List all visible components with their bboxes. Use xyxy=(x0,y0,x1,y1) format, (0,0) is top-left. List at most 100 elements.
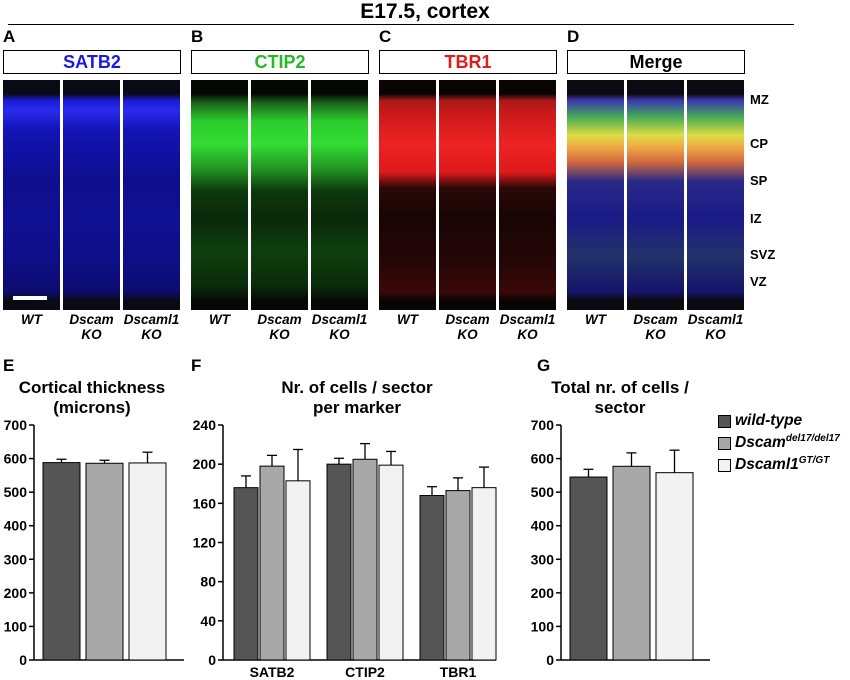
chart-f-y-tick-label: 80 xyxy=(200,574,216,590)
chart-g-y-tick-label: 300 xyxy=(531,551,555,567)
micrograph-blue-3 xyxy=(123,80,180,310)
legend-swatch-dscaml1 xyxy=(718,458,731,472)
genotype-label-line2: KO xyxy=(269,327,290,342)
genotype-label-line2: KO xyxy=(645,327,666,342)
chart-g-y-tick-label: 600 xyxy=(531,451,555,467)
chart-e-y-tick-label: 300 xyxy=(4,551,28,567)
genotype-label-line2: KO xyxy=(329,327,350,342)
genotype-label: WT xyxy=(377,312,439,327)
micrograph-merge-3 xyxy=(687,80,744,310)
header-satb2: SATB2 xyxy=(3,50,181,74)
panel-letter-g: G xyxy=(537,356,551,375)
chart-g-y-tick-label: 700 xyxy=(531,417,555,433)
chart-g-title-line2: sector xyxy=(594,398,646,417)
chart-f-bar xyxy=(419,495,445,661)
chart-e-bar xyxy=(128,462,167,661)
legend-swatch-wild-type xyxy=(718,414,731,428)
chart-f-bar xyxy=(233,487,259,661)
zone-label-iz: IZ xyxy=(750,211,762,226)
chart-f-category-label: TBR1 xyxy=(440,664,477,680)
legend-label-dscaml1: Dscaml1GT/GT xyxy=(735,455,830,474)
zone-label-vz: VZ xyxy=(750,274,767,289)
legend-swatch-dscam xyxy=(718,436,731,450)
micrograph-red-2 xyxy=(439,80,496,310)
chart-f-bar xyxy=(259,465,285,661)
panel-letter-e: E xyxy=(3,356,15,375)
legend-label-dscam: Dscamdel17/del17 xyxy=(735,433,840,452)
genotype-label-line1: WT xyxy=(209,312,230,327)
chart-f-bar xyxy=(378,464,404,661)
chart-g-y-tick-label: 500 xyxy=(531,484,555,500)
figure-title: E17.5, cortex xyxy=(360,0,490,23)
zone-label-sp: SP xyxy=(750,173,768,188)
genotype-label-line2: KO xyxy=(141,327,162,342)
genotype-label: WT xyxy=(565,312,627,327)
zone-label-mz: MZ xyxy=(750,92,769,107)
panel-letter-c: C xyxy=(379,27,392,46)
chart-e-y-tick-label: 100 xyxy=(4,618,28,634)
header-tbr1: TBR1 xyxy=(379,50,557,74)
chart-f-title-line1: Nr. of cells / sector xyxy=(281,378,433,397)
chart-g-y-tick-label: 0 xyxy=(546,652,554,668)
genotype-label-line1: Dscam xyxy=(69,312,114,327)
legend-label-wild-type: wild-type xyxy=(735,412,803,429)
genotype-label-line1: WT xyxy=(21,312,42,327)
chart-f-bar xyxy=(285,480,311,661)
chart-g-y-tick-label: 400 xyxy=(531,518,555,534)
zone-label-svz: SVZ xyxy=(750,247,776,262)
micrograph-blue-2 xyxy=(63,80,120,310)
genotype-label-line1: Dscam xyxy=(257,312,302,327)
chart-e-bar xyxy=(85,462,124,661)
chart-e-title-line1: Cortical thickness xyxy=(18,378,166,397)
chart-f-y-tick-label: 200 xyxy=(193,456,217,472)
scale-bar xyxy=(13,296,47,300)
genotype-label: WT xyxy=(1,312,63,327)
genotype-label: Dscaml1 KO xyxy=(121,312,183,342)
chart-e-y-tick-label: 0 xyxy=(19,652,27,668)
genotype-label-line2: KO xyxy=(457,327,478,342)
panel-letter-b: B xyxy=(191,27,204,46)
genotype-label-line1: Dscam xyxy=(633,312,678,327)
zone-label-cp: CP xyxy=(750,136,769,151)
chart-f-title-line2: per marker xyxy=(313,398,401,417)
title-divider xyxy=(8,24,794,25)
chart-g-bar xyxy=(612,465,651,661)
genotype-label: Dscaml1 KO xyxy=(685,312,747,342)
panel-letter-a: A xyxy=(3,27,16,46)
chart-e-title: Cortical thickness (microns) xyxy=(0,378,184,418)
genotype-label-line1: Dscam xyxy=(445,312,490,327)
genotype-label-line2: KO xyxy=(705,327,726,342)
micrograph-red-3 xyxy=(499,80,556,310)
genotype-label: Dscaml1 KO xyxy=(309,312,371,342)
genotype-label-line1: Dscaml1 xyxy=(311,312,368,327)
chart-f-y-tick-label: 160 xyxy=(193,495,217,511)
chart-g-title-line1: Total nr. of cells / xyxy=(551,378,689,397)
legend-item-dscaml1: Dscaml1GT/GT xyxy=(718,454,840,476)
chart-f-title: Nr. of cells / sector per marker xyxy=(232,378,482,418)
chart-f-bar xyxy=(471,487,497,661)
micrograph-red-1 xyxy=(379,80,436,310)
legend: wild-type Dscamdel17/del17 Dscaml1GT/GT xyxy=(718,410,840,476)
genotype-label-line1: WT xyxy=(397,312,418,327)
genotype-label: Dscam KO xyxy=(249,312,311,342)
genotype-label: Dscam KO xyxy=(437,312,499,342)
micrograph-green-1 xyxy=(191,80,248,310)
chart-g-bar xyxy=(569,476,608,661)
chart-g-y-tick-label: 100 xyxy=(531,618,555,634)
chart-e-y-tick-label: 700 xyxy=(4,417,28,433)
panel-letter-f: F xyxy=(191,356,202,375)
chart-g-y-tick-label: 200 xyxy=(531,585,555,601)
chart-f-bar xyxy=(352,458,378,661)
genotype-label-line2: KO xyxy=(81,327,102,342)
micrograph-green-2 xyxy=(251,80,308,310)
chart-f-y-tick-label: 40 xyxy=(200,613,216,629)
micrograph-merge-2 xyxy=(627,80,684,310)
genotype-label: Dscam KO xyxy=(61,312,123,342)
legend-item-wild-type: wild-type xyxy=(718,410,840,432)
chart-g-title: Total nr. of cells / sector xyxy=(530,378,710,418)
chart-f-bar xyxy=(445,490,471,661)
chart-e-title-line2: (microns) xyxy=(53,398,131,417)
chart-g-bar xyxy=(655,472,694,661)
genotype-label-line1: Dscaml1 xyxy=(687,312,744,327)
